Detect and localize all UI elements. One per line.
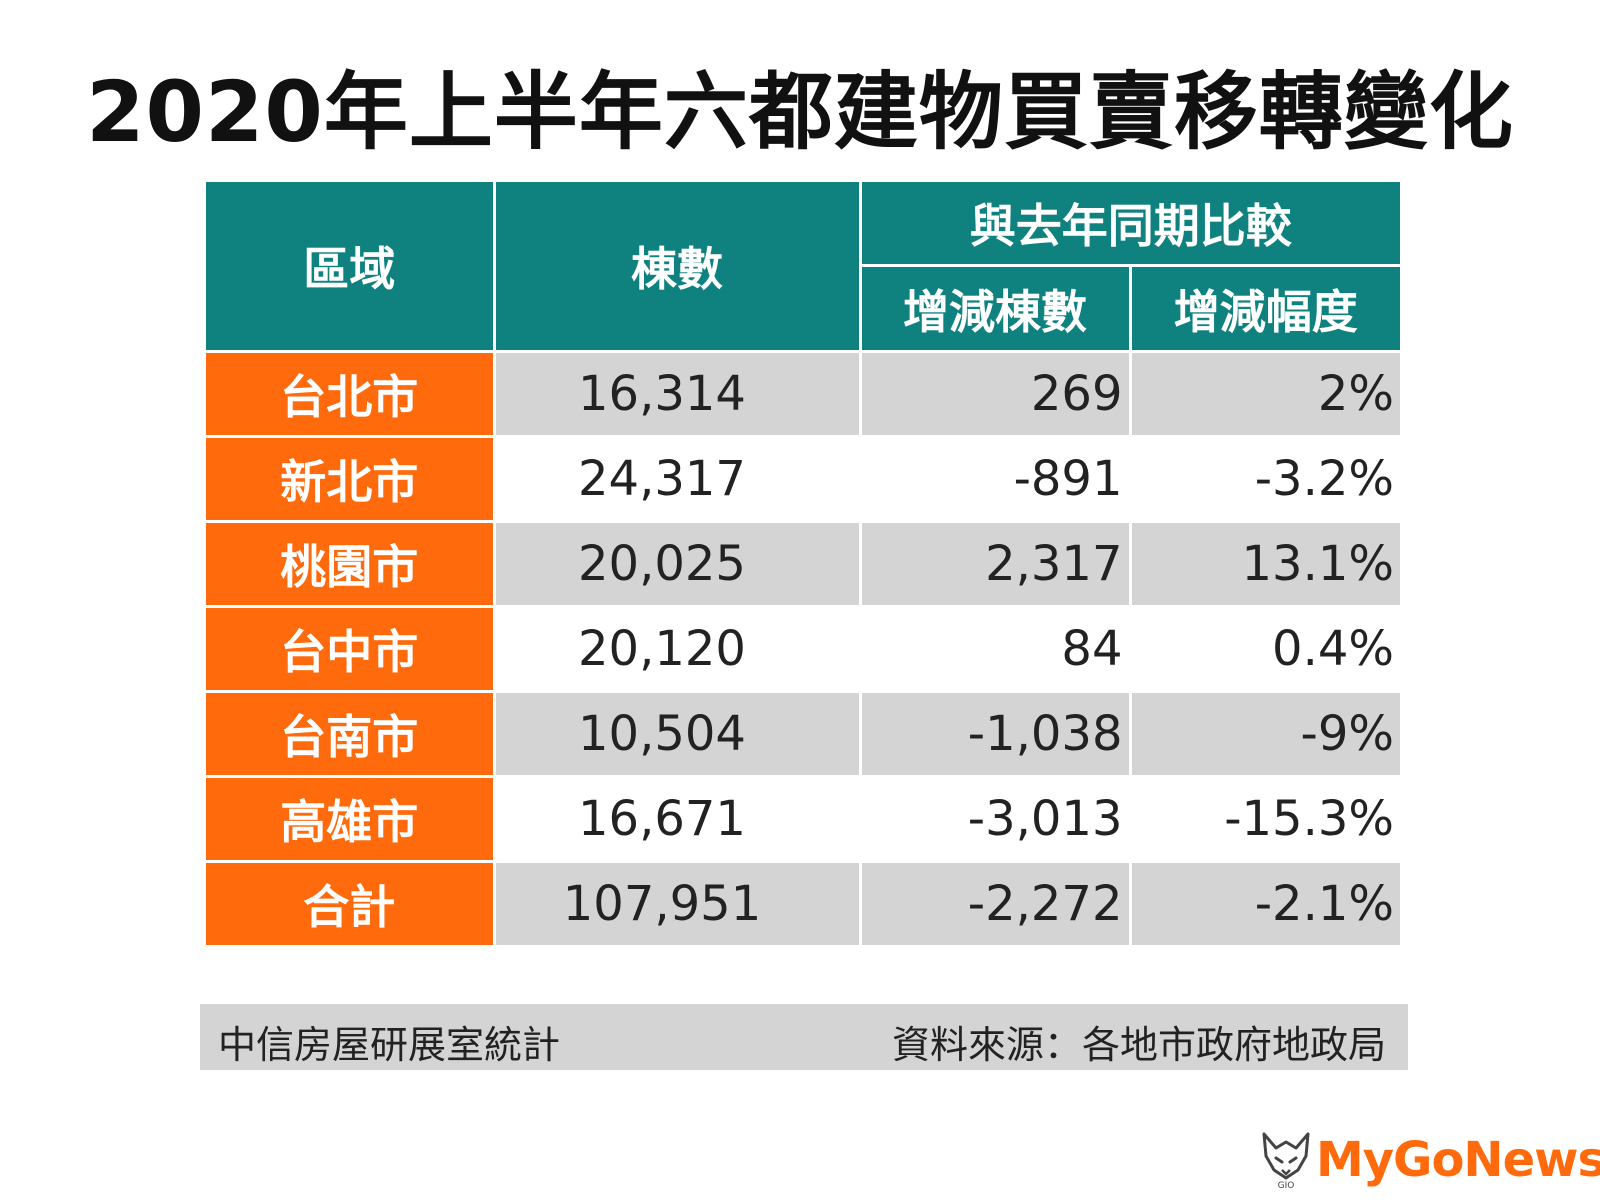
cell-change-pct: -3.2% [1130, 436, 1400, 523]
table-row: 台中市 20,120 84 0.4% [206, 606, 1400, 693]
cell-change-count: -3,013 [860, 776, 1132, 863]
table-row: 台北市 16,314 269 2% [206, 351, 1400, 438]
cell-change-count: -2,272 [860, 861, 1132, 948]
cell-change-count: -1,038 [860, 691, 1132, 778]
cell-region: 台中市 [206, 606, 496, 693]
cell-region: 台南市 [206, 691, 496, 778]
cell-count: 10,504 [494, 691, 862, 778]
cell-change-count: 269 [860, 351, 1132, 438]
cell-change-count: 2,317 [860, 521, 1132, 608]
header-change-pct: 增減幅度 [1130, 265, 1400, 353]
header-region: 區域 [206, 182, 496, 353]
table-row: 新北市 24,317 -891 -3.2% [206, 436, 1400, 523]
cell-change-count: 84 [860, 606, 1132, 693]
cell-change-pct: -2.1% [1130, 861, 1400, 948]
footer-source-right: 資料來源：各地市政府地政局 [891, 1023, 1386, 1067]
cell-count: 16,314 [494, 351, 862, 438]
cell-count: 107,951 [494, 861, 862, 948]
cell-count: 16,671 [494, 776, 862, 863]
cell-change-pct: -15.3% [1130, 776, 1400, 863]
table-row: 台南市 10,504 -1,038 -9% [206, 691, 1400, 778]
table-row: 桃園市 20,025 2,317 13.1% [206, 521, 1400, 608]
cell-count: 20,120 [494, 606, 862, 693]
cell-count: 20,025 [494, 521, 862, 608]
fox-icon: GIO [1262, 1132, 1310, 1190]
header-count: 棟數 [494, 182, 862, 353]
header-change-count: 增減棟數 [860, 265, 1132, 353]
cell-change-pct: 0.4% [1130, 606, 1400, 693]
cell-region: 台北市 [206, 351, 496, 438]
brand-logo: GIO MyGoNews [1258, 1130, 1600, 1190]
cell-change-pct: 2% [1130, 351, 1400, 438]
chart-title: 2020年上半年六都建物買賣移轉變化 [86, 63, 1514, 161]
cell-change-count: -891 [860, 436, 1132, 523]
cell-change-pct: 13.1% [1130, 521, 1400, 608]
cell-region: 高雄市 [206, 776, 496, 863]
footer-source-left: 中信房屋研展室統計 [218, 1023, 561, 1067]
table-row-total: 合計 107,951 -2,272 -2.1% [206, 861, 1400, 948]
logo-text: MyGoNews [1316, 1132, 1600, 1188]
table-row: 高雄市 16,671 -3,013 -15.3% [206, 776, 1400, 863]
cell-region: 新北市 [206, 436, 496, 523]
cell-count: 24,317 [494, 436, 862, 523]
cell-change-pct: -9% [1130, 691, 1400, 778]
data-table: 區域 棟數 與去年同期比較 增減棟數 增減幅度 台北市 16,314 269 2… [206, 182, 1400, 948]
cell-region: 合計 [206, 861, 496, 948]
footer-bar: 中信房屋研展室統計 資料來源：各地市政府地政局 [200, 1004, 1408, 1070]
cell-region: 桃園市 [206, 521, 496, 608]
header-compare-group: 與去年同期比較 [860, 182, 1400, 267]
logo-badge: GIO [1278, 1181, 1295, 1190]
